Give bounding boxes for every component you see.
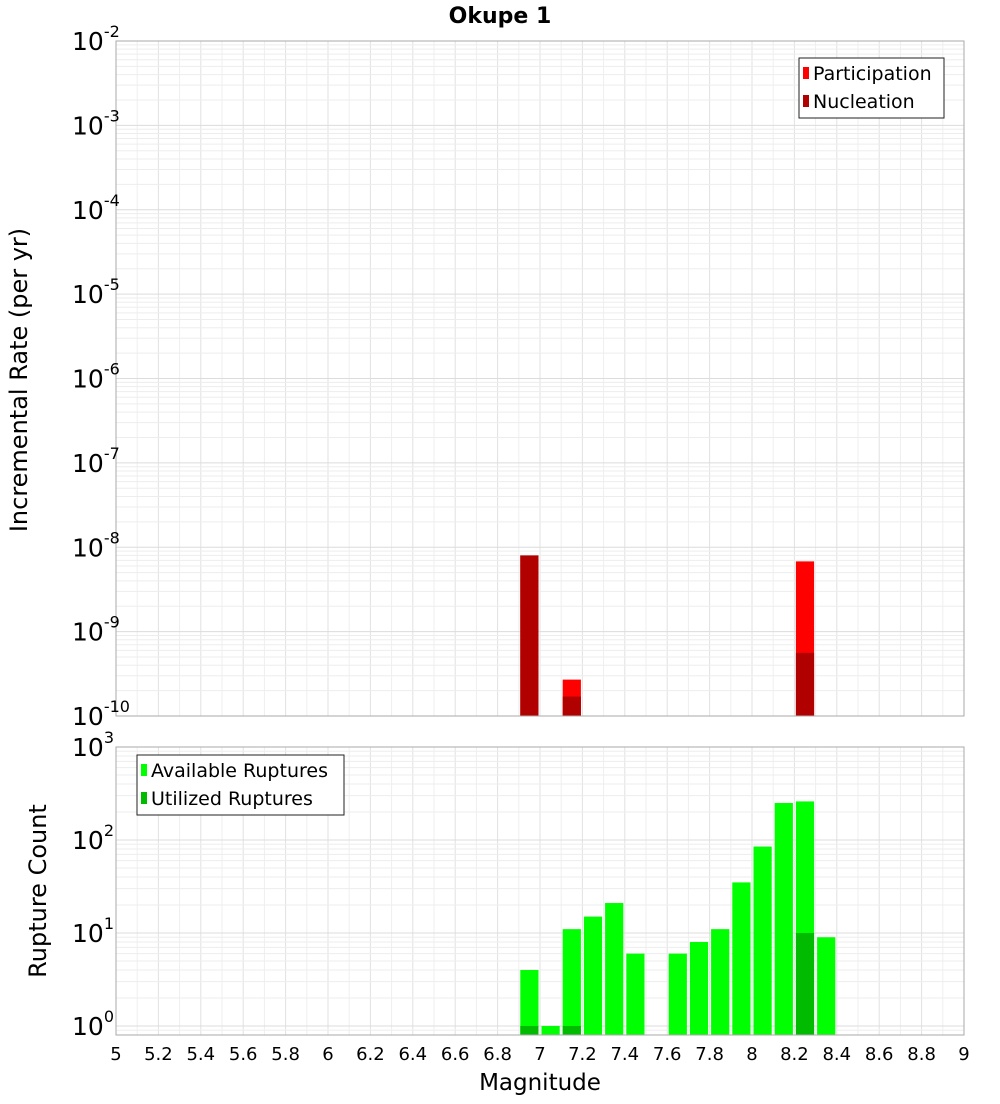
top-y-tick-label: 10-4	[72, 191, 120, 225]
x-tick-label: 7	[534, 1044, 545, 1065]
x-tick-label: 7.8	[695, 1044, 724, 1065]
top-y-axis-label: Incremental Rate (per yr)	[5, 228, 33, 532]
x-tick-label: 6	[322, 1044, 333, 1065]
top-bar-secondary	[562, 696, 581, 716]
bottom-legend-swatch	[141, 792, 147, 804]
bottom-bar-primary	[520, 969, 539, 1035]
x-tick-label: 6.2	[356, 1044, 385, 1065]
bottom-bar-primary	[711, 929, 730, 1035]
top-plot-frame	[115, 40, 965, 717]
bottom-bars	[520, 801, 836, 1035]
bottom-bar-primary	[774, 802, 793, 1035]
top-legend-swatch	[803, 67, 809, 79]
bottom-bar-primary	[732, 882, 751, 1035]
top-legend-label: Participation	[813, 63, 932, 85]
bottom-bar-primary	[541, 1025, 560, 1035]
x-tick-label: 7.6	[653, 1044, 682, 1065]
x-tick-label: 9	[958, 1044, 969, 1065]
x-tick-label: 8.8	[907, 1044, 936, 1065]
bottom-bar-secondary	[562, 1025, 581, 1035]
bottom-legend-label: Utilized Ruptures	[151, 788, 313, 810]
top-y-tick-label: 10-7	[72, 444, 120, 478]
top-y-tick-label: 10-3	[72, 106, 120, 140]
x-tick-label: 8.6	[865, 1044, 894, 1065]
top-grid	[115, 40, 965, 717]
bottom-bar-primary	[817, 937, 836, 1035]
x-tick-label: 5.4	[186, 1044, 215, 1065]
bottom-bar-primary	[668, 953, 687, 1035]
bottom-bar-secondary	[795, 932, 815, 1035]
top-y-ticks: 10-10 10-9 10-8 10-7 10-6 10-5 10-4 10-3 10-2	[72, 22, 130, 731]
top-bar-secondary	[520, 555, 539, 716]
x-tick-label: 6.8	[483, 1044, 512, 1065]
top-legend-label: Nucleation	[813, 91, 915, 113]
bottom-bar-primary	[562, 929, 581, 1035]
bottom-legend: Available Ruptures Utilized Ruptures	[136, 754, 345, 816]
bottom-bar-secondary	[520, 1025, 539, 1035]
bottom-y-tick-label: 102	[72, 821, 114, 855]
top-y-tick-label: 10-9	[72, 613, 120, 647]
x-tick-label: 6.4	[398, 1044, 427, 1065]
top-y-tick-label: 10-5	[72, 275, 120, 309]
top-bar-secondary	[795, 652, 815, 716]
x-tick-label: 5.8	[271, 1044, 300, 1065]
top-y-tick-label: 10-8	[72, 528, 120, 562]
bottom-plot-frame	[115, 746, 965, 1036]
bottom-bar-primary	[605, 903, 624, 1035]
top-y-tick-label: 10-6	[72, 360, 120, 394]
bottom-legend-box	[136, 754, 345, 816]
bottom-bar-primary	[626, 953, 645, 1035]
bottom-bar-primary	[753, 846, 772, 1035]
x-tick-label: 7.2	[568, 1044, 597, 1065]
top-legend-box	[798, 57, 945, 119]
bottom-y-tick-label: 101	[72, 914, 114, 948]
bottom-y-ticks: 100 101 102 103	[72, 728, 114, 1041]
top-legend: Participation Nucleation	[798, 57, 945, 119]
top-bars	[520, 555, 815, 716]
x-tick-label: 5.6	[229, 1044, 258, 1065]
bottom-bar-primary	[583, 916, 603, 1035]
top-y-tick-label: 10-2	[72, 22, 120, 56]
bottom-y-tick-label: 103	[72, 728, 114, 762]
x-ticks: 5 5.2 5.4 5.6 5.8 6 6.2 6.4 6.6 6.8 7 7.2 7.4 7.6 7.8 8…	[110, 1044, 969, 1065]
bottom-legend-swatch	[141, 764, 147, 776]
x-tick-label: 7.4	[610, 1044, 639, 1065]
top-y-tick-label: 10-10	[72, 697, 130, 731]
bottom-legend-label: Available Ruptures	[151, 760, 328, 782]
x-tick-label: 8	[746, 1044, 757, 1065]
chart-title: Okupe 1	[449, 4, 552, 29]
bottom-plot: 100 101 102 103 5 5.2 5.4 5.6 5.8 6 6.2 6.4 6.6 6.8 7 7…	[72, 728, 970, 1065]
bottom-bar-primary	[689, 942, 709, 1035]
x-axis-label: Magnitude	[479, 1070, 601, 1096]
x-tick-label: 5	[110, 1044, 121, 1065]
x-tick-label: 8.4	[822, 1044, 851, 1065]
top-plot: 10-10 10-9 10-8 10-7 10-6 10-5 10-4 10-3 10-2 Par…	[72, 22, 965, 731]
bottom-y-tick-label: 100	[72, 1007, 114, 1041]
bottom-y-axis-label: Rupture Count	[24, 804, 52, 978]
top-legend-swatch	[803, 95, 809, 107]
x-tick-label: 6.6	[441, 1044, 470, 1065]
x-tick-label: 5.2	[144, 1044, 173, 1065]
x-tick-label: 8.2	[780, 1044, 809, 1065]
